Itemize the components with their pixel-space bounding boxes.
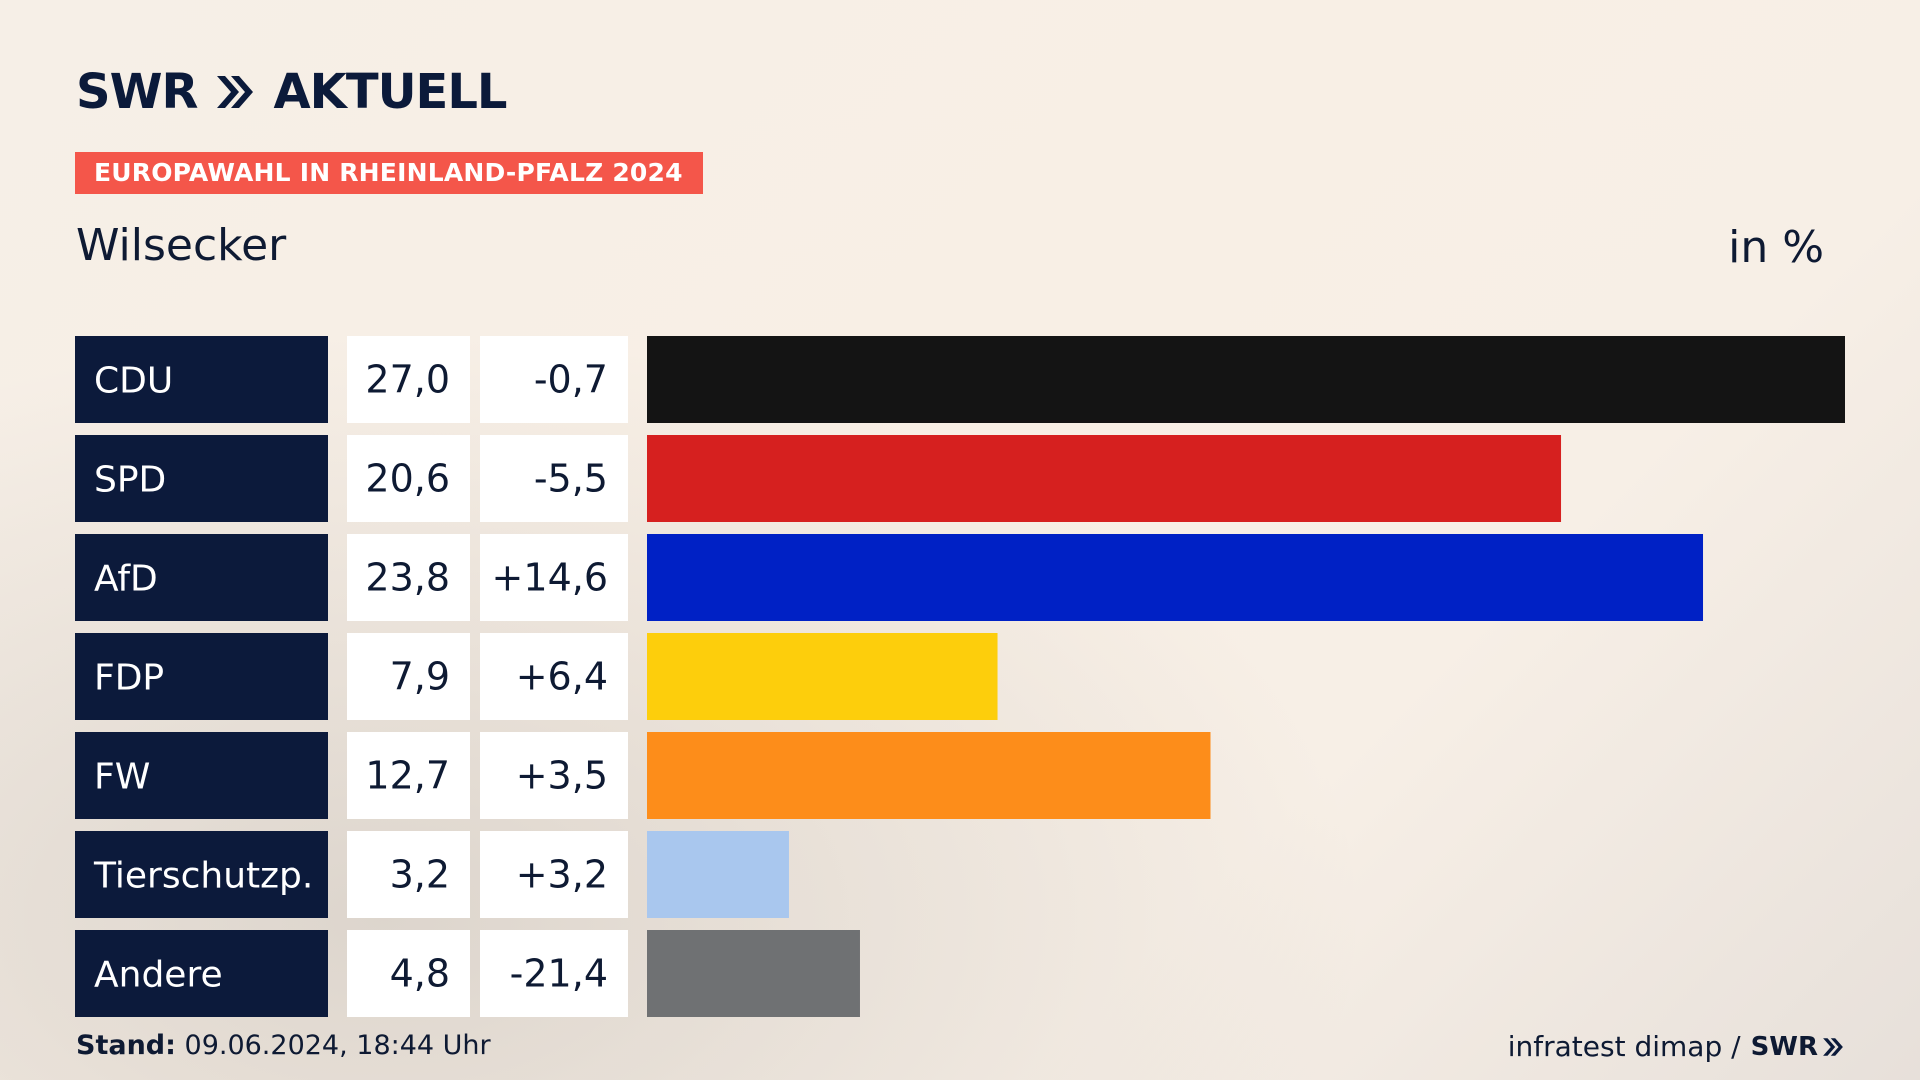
party-label-box <box>75 831 328 918</box>
swr-aktuell-logo: SWR AKTUELL <box>76 64 508 120</box>
value-label: 27,0 <box>365 358 450 402</box>
change-label: +3,2 <box>516 853 608 897</box>
place-title: Wilsecker <box>76 220 287 271</box>
party-label-box <box>75 435 328 522</box>
value-box <box>347 633 470 720</box>
change-box <box>480 831 628 918</box>
party-label-box <box>75 336 328 423</box>
change-label: +14,6 <box>492 556 608 600</box>
value-label: 23,8 <box>365 556 450 600</box>
value-box <box>347 534 470 621</box>
change-box <box>480 336 628 423</box>
value-label: 20,6 <box>365 457 450 501</box>
timestamp: Stand: 09.06.2024, 18:44 Uhr <box>76 1030 491 1061</box>
value-label: 7,9 <box>390 655 450 699</box>
party-label-box <box>75 534 328 621</box>
result-bar <box>647 831 789 918</box>
unit-label: in % <box>1728 222 1824 273</box>
change-label: +3,5 <box>516 754 608 798</box>
party-name: CDU <box>94 361 173 402</box>
party-name: Andere <box>94 955 223 996</box>
stand-label: Stand: <box>76 1030 176 1061</box>
change-box <box>480 732 628 819</box>
change-label: -21,4 <box>510 952 608 996</box>
value-box <box>347 435 470 522</box>
value-label: 4,8 <box>390 952 450 996</box>
result-bar <box>647 930 860 1017</box>
party-label-box <box>75 633 328 720</box>
source-brand: SWR <box>1751 1032 1844 1062</box>
change-label: -0,7 <box>534 358 608 402</box>
source-credit: infratest dimap / SWR <box>1508 1030 1844 1063</box>
value-box <box>347 831 470 918</box>
party-name: SPD <box>94 460 166 501</box>
result-bar <box>647 435 1562 522</box>
result-bar <box>647 336 1845 423</box>
value-box <box>347 732 470 819</box>
value-label: 3,2 <box>390 853 450 897</box>
change-box <box>480 534 628 621</box>
change-label: -5,5 <box>534 457 608 501</box>
party-name: FDP <box>94 658 164 699</box>
party-name: Tierschutzp. <box>93 856 313 897</box>
party-label-box <box>75 930 328 1017</box>
change-box <box>480 633 628 720</box>
source-text: infratest dimap / <box>1507 1030 1741 1063</box>
party-label-box <box>75 732 328 819</box>
result-bar <box>647 534 1704 621</box>
value-box <box>347 930 470 1017</box>
result-bar <box>647 633 998 720</box>
election-tag: EUROPAWAHL IN RHEINLAND-PFALZ 2024 <box>75 152 703 194</box>
stand-value: 09.06.2024, 18:44 Uhr <box>184 1030 491 1061</box>
value-label: 12,7 <box>365 754 450 798</box>
double-chevron-icon <box>215 74 255 110</box>
party-name: AfD <box>94 559 158 600</box>
party-name: FW <box>94 757 150 798</box>
source-brand-text: SWR <box>1750 1031 1818 1062</box>
change-label: +6,4 <box>516 655 608 699</box>
brand-aktuell: AKTUELL <box>273 64 507 120</box>
brand-swr: SWR <box>76 64 198 120</box>
change-box <box>480 930 628 1017</box>
result-bar <box>647 732 1211 819</box>
change-box <box>480 435 628 522</box>
value-box <box>347 336 470 423</box>
small-double-chevron-icon <box>1823 1037 1843 1056</box>
